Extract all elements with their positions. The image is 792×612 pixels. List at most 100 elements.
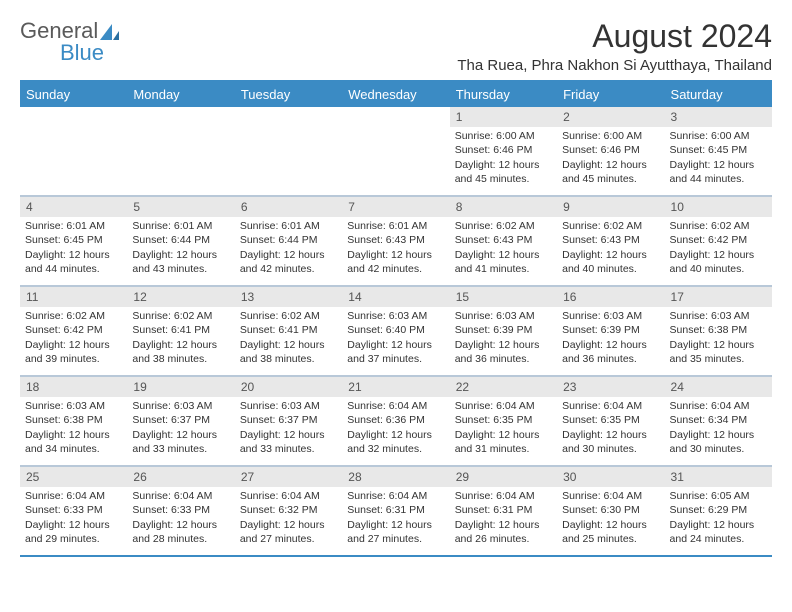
day-number: 18 [20, 377, 127, 397]
weekday-thursday: Thursday [450, 82, 557, 107]
day-cell [20, 107, 127, 195]
daylight-line: Daylight: 12 hours and 42 minutes. [347, 248, 444, 276]
day-cell: 31Sunrise: 6:05 AMSunset: 6:29 PMDayligh… [665, 467, 772, 555]
daylight-line: Daylight: 12 hours and 24 minutes. [670, 518, 767, 546]
day-number: 7 [342, 197, 449, 217]
day-body: Sunrise: 6:04 AMSunset: 6:31 PMDaylight:… [450, 487, 557, 550]
sunset-line: Sunset: 6:39 PM [562, 323, 659, 337]
day-cell: 21Sunrise: 6:04 AMSunset: 6:36 PMDayligh… [342, 377, 449, 465]
sunset-line: Sunset: 6:34 PM [670, 413, 767, 427]
day-cell: 4Sunrise: 6:01 AMSunset: 6:45 PMDaylight… [20, 197, 127, 285]
sunset-line: Sunset: 6:33 PM [25, 503, 122, 517]
daylight-line: Daylight: 12 hours and 39 minutes. [25, 338, 122, 366]
sunset-line: Sunset: 6:46 PM [455, 143, 552, 157]
daylight-line: Daylight: 12 hours and 38 minutes. [240, 338, 337, 366]
day-number: 29 [450, 467, 557, 487]
day-body: Sunrise: 6:01 AMSunset: 6:43 PMDaylight:… [342, 217, 449, 280]
day-body: Sunrise: 6:02 AMSunset: 6:43 PMDaylight:… [450, 217, 557, 280]
daylight-line: Daylight: 12 hours and 32 minutes. [347, 428, 444, 456]
day-body: Sunrise: 6:03 AMSunset: 6:39 PMDaylight:… [450, 307, 557, 370]
day-cell: 20Sunrise: 6:03 AMSunset: 6:37 PMDayligh… [235, 377, 342, 465]
sunrise-line: Sunrise: 6:04 AM [240, 489, 337, 503]
day-cell: 28Sunrise: 6:04 AMSunset: 6:31 PMDayligh… [342, 467, 449, 555]
day-body: Sunrise: 6:01 AMSunset: 6:44 PMDaylight:… [235, 217, 342, 280]
daylight-line: Daylight: 12 hours and 34 minutes. [25, 428, 122, 456]
daylight-line: Daylight: 12 hours and 37 minutes. [347, 338, 444, 366]
day-number: 25 [20, 467, 127, 487]
sunset-line: Sunset: 6:36 PM [347, 413, 444, 427]
sunset-line: Sunset: 6:35 PM [562, 413, 659, 427]
sunset-line: Sunset: 6:31 PM [347, 503, 444, 517]
day-body: Sunrise: 6:04 AMSunset: 6:33 PMDaylight:… [20, 487, 127, 550]
sunrise-line: Sunrise: 6:01 AM [25, 219, 122, 233]
daylight-line: Daylight: 12 hours and 29 minutes. [25, 518, 122, 546]
day-body: Sunrise: 6:04 AMSunset: 6:35 PMDaylight:… [557, 397, 664, 460]
day-cell: 27Sunrise: 6:04 AMSunset: 6:32 PMDayligh… [235, 467, 342, 555]
sunrise-line: Sunrise: 6:03 AM [132, 399, 229, 413]
day-number: 4 [20, 197, 127, 217]
sunset-line: Sunset: 6:43 PM [347, 233, 444, 247]
day-number: 6 [235, 197, 342, 217]
day-cell: 11Sunrise: 6:02 AMSunset: 6:42 PMDayligh… [20, 287, 127, 375]
sunrise-line: Sunrise: 6:02 AM [562, 219, 659, 233]
sunrise-line: Sunrise: 6:04 AM [455, 399, 552, 413]
day-body: Sunrise: 6:02 AMSunset: 6:41 PMDaylight:… [235, 307, 342, 370]
sunset-line: Sunset: 6:33 PM [132, 503, 229, 517]
daylight-line: Daylight: 12 hours and 40 minutes. [562, 248, 659, 276]
day-number: 3 [665, 107, 772, 127]
sunrise-line: Sunrise: 6:01 AM [132, 219, 229, 233]
day-cell: 23Sunrise: 6:04 AMSunset: 6:35 PMDayligh… [557, 377, 664, 465]
day-body: Sunrise: 6:04 AMSunset: 6:30 PMDaylight:… [557, 487, 664, 550]
sunrise-line: Sunrise: 6:00 AM [455, 129, 552, 143]
daylight-line: Daylight: 12 hours and 27 minutes. [347, 518, 444, 546]
sunset-line: Sunset: 6:38 PM [670, 323, 767, 337]
sunrise-line: Sunrise: 6:02 AM [25, 309, 122, 323]
day-body: Sunrise: 6:03 AMSunset: 6:37 PMDaylight:… [235, 397, 342, 460]
day-cell: 5Sunrise: 6:01 AMSunset: 6:44 PMDaylight… [127, 197, 234, 285]
day-body: Sunrise: 6:04 AMSunset: 6:32 PMDaylight:… [235, 487, 342, 550]
day-cell: 2Sunrise: 6:00 AMSunset: 6:46 PMDaylight… [557, 107, 664, 195]
daylight-line: Daylight: 12 hours and 38 minutes. [132, 338, 229, 366]
day-number-empty [127, 107, 234, 127]
sunset-line: Sunset: 6:42 PM [25, 323, 122, 337]
day-cell: 18Sunrise: 6:03 AMSunset: 6:38 PMDayligh… [20, 377, 127, 465]
day-cell: 25Sunrise: 6:04 AMSunset: 6:33 PMDayligh… [20, 467, 127, 555]
day-body: Sunrise: 6:04 AMSunset: 6:35 PMDaylight:… [450, 397, 557, 460]
day-cell: 6Sunrise: 6:01 AMSunset: 6:44 PMDaylight… [235, 197, 342, 285]
sunrise-line: Sunrise: 6:00 AM [670, 129, 767, 143]
day-number: 24 [665, 377, 772, 397]
day-cell: 9Sunrise: 6:02 AMSunset: 6:43 PMDaylight… [557, 197, 664, 285]
daylight-line: Daylight: 12 hours and 28 minutes. [132, 518, 229, 546]
sunset-line: Sunset: 6:41 PM [240, 323, 337, 337]
daylight-line: Daylight: 12 hours and 35 minutes. [670, 338, 767, 366]
sunset-line: Sunset: 6:46 PM [562, 143, 659, 157]
day-cell: 1Sunrise: 6:00 AMSunset: 6:46 PMDaylight… [450, 107, 557, 195]
day-body: Sunrise: 6:04 AMSunset: 6:31 PMDaylight:… [342, 487, 449, 550]
day-cell: 16Sunrise: 6:03 AMSunset: 6:39 PMDayligh… [557, 287, 664, 375]
sunset-line: Sunset: 6:29 PM [670, 503, 767, 517]
sunrise-line: Sunrise: 6:02 AM [132, 309, 229, 323]
day-number: 11 [20, 287, 127, 307]
daylight-line: Daylight: 12 hours and 45 minutes. [455, 158, 552, 186]
day-body: Sunrise: 6:03 AMSunset: 6:38 PMDaylight:… [665, 307, 772, 370]
weekday-monday: Monday [127, 82, 234, 107]
day-body: Sunrise: 6:02 AMSunset: 6:42 PMDaylight:… [20, 307, 127, 370]
sunrise-line: Sunrise: 6:01 AM [240, 219, 337, 233]
weekday-header-row: SundayMondayTuesdayWednesdayThursdayFrid… [20, 82, 772, 107]
sunset-line: Sunset: 6:45 PM [25, 233, 122, 247]
sunset-line: Sunset: 6:32 PM [240, 503, 337, 517]
day-cell: 8Sunrise: 6:02 AMSunset: 6:43 PMDaylight… [450, 197, 557, 285]
daylight-line: Daylight: 12 hours and 36 minutes. [455, 338, 552, 366]
day-number: 28 [342, 467, 449, 487]
day-body: Sunrise: 6:03 AMSunset: 6:37 PMDaylight:… [127, 397, 234, 460]
logo-text-blue: Blue [60, 40, 104, 66]
day-body: Sunrise: 6:03 AMSunset: 6:38 PMDaylight:… [20, 397, 127, 460]
calendar: SundayMondayTuesdayWednesdayThursdayFrid… [20, 80, 772, 557]
daylight-line: Daylight: 12 hours and 44 minutes. [670, 158, 767, 186]
sunrise-line: Sunrise: 6:03 AM [240, 399, 337, 413]
day-number: 16 [557, 287, 664, 307]
sunrise-line: Sunrise: 6:04 AM [455, 489, 552, 503]
sunset-line: Sunset: 6:31 PM [455, 503, 552, 517]
day-cell: 13Sunrise: 6:02 AMSunset: 6:41 PMDayligh… [235, 287, 342, 375]
sunrise-line: Sunrise: 6:04 AM [562, 399, 659, 413]
